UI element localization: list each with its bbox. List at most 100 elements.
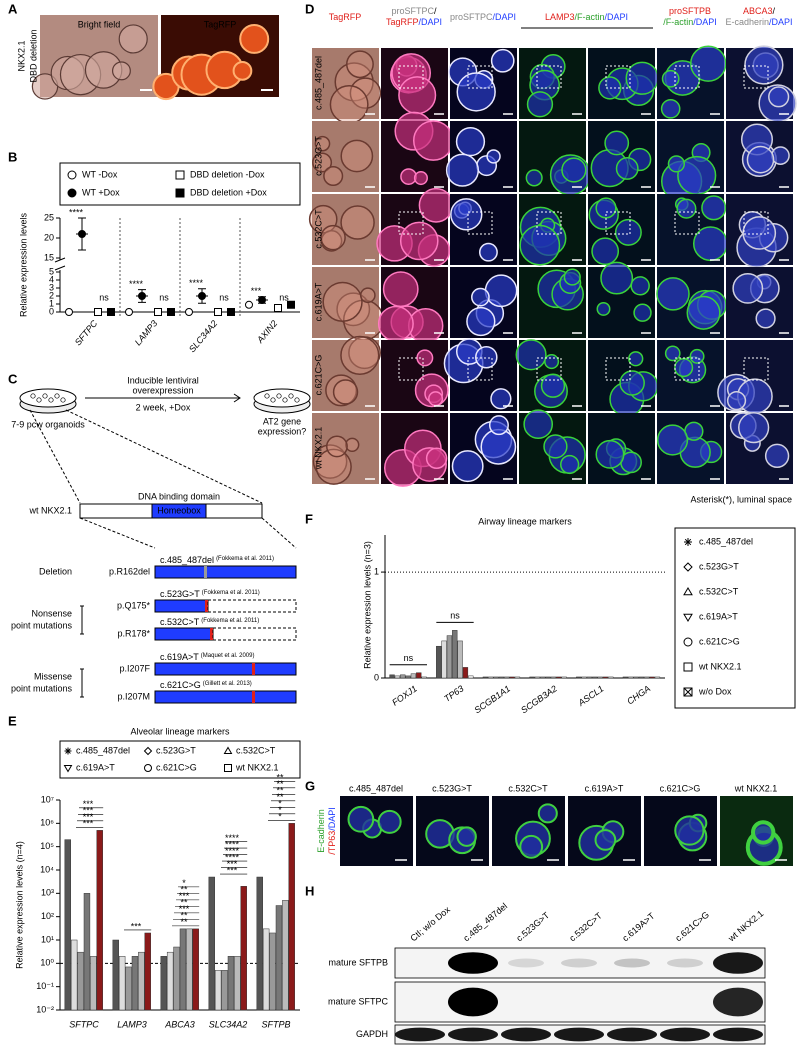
bar — [90, 956, 97, 1011]
column-header-part: / — [434, 6, 437, 16]
band — [508, 958, 544, 968]
workflow-text: AT2 gene — [263, 416, 301, 426]
y-axis-label: Relative expression levels (n=3) — [362, 541, 372, 669]
legend-label: w/o Dox — [698, 686, 732, 696]
bar — [649, 676, 655, 679]
structure — [413, 170, 428, 186]
organoid-icon — [294, 397, 300, 403]
significance: **** — [225, 839, 240, 849]
structure — [591, 237, 620, 266]
panel-letter: D — [305, 1, 314, 16]
structure — [625, 61, 659, 95]
structure — [664, 345, 681, 362]
significance: ns — [99, 292, 109, 302]
legend-label: DBD deletion +Dox — [190, 187, 267, 197]
bar — [514, 676, 521, 679]
y-tick-label: 15 — [44, 252, 54, 262]
column-header-part: /DAPI — [693, 17, 717, 27]
legend-marker — [683, 687, 693, 697]
cdna-change: c.619A>T — [160, 652, 199, 662]
bar — [262, 928, 270, 1011]
structure — [667, 155, 686, 173]
legend-label: wt NKX2.1 — [698, 661, 742, 671]
bar — [457, 640, 463, 679]
side-label: /TP63/DAPI — [327, 807, 337, 855]
structure — [690, 45, 727, 82]
reference: (Fokkema et al. 2011) — [201, 618, 259, 624]
legend-marker — [67, 170, 77, 180]
mutation-site — [204, 566, 207, 578]
data-point — [245, 300, 254, 309]
bar — [421, 676, 427, 679]
lane-label: c.621C>G — [673, 909, 711, 943]
significance: **** — [69, 207, 84, 217]
workflow-text: Inducible lentiviral — [127, 375, 199, 385]
structure — [322, 281, 363, 322]
structure — [619, 370, 645, 396]
organoid-icon — [42, 393, 48, 399]
bar — [256, 876, 263, 1011]
bar — [586, 676, 593, 679]
x-tick-label: SFTPB — [261, 1019, 290, 1029]
reference: (Maquet et al. 2009) — [201, 653, 255, 659]
column-header-part: TagRFP — [329, 12, 362, 22]
legend-marker — [63, 765, 73, 773]
x-tick-label: AXIN2 — [254, 318, 279, 345]
y-tick-label: 25 — [44, 212, 54, 222]
structure — [561, 157, 587, 183]
data-point — [227, 308, 235, 316]
bar — [240, 886, 247, 1011]
structure — [490, 48, 515, 73]
inset-box — [743, 357, 769, 381]
significance: *** — [83, 819, 94, 829]
organoid-icon — [264, 393, 270, 399]
legend-label: c.532C>T — [236, 745, 276, 755]
legend-label: WT -Dox — [82, 169, 118, 179]
truncated-region — [212, 627, 297, 641]
chart-title: Airway lineage markers — [478, 516, 572, 526]
structure — [768, 86, 790, 108]
guide — [29, 409, 263, 504]
data-point — [258, 296, 267, 304]
structure — [412, 120, 454, 161]
structure — [614, 218, 642, 246]
legend-marker — [224, 764, 232, 772]
y-tick-label: 0 — [374, 672, 379, 682]
data-point — [274, 304, 282, 312]
data-point — [198, 292, 207, 300]
bar — [628, 676, 634, 679]
homeobox — [151, 503, 207, 519]
significance: ** — [180, 885, 188, 895]
structure — [523, 409, 554, 440]
image-label: c.621C>G — [660, 783, 701, 793]
structure — [314, 135, 331, 152]
panel-letter: E — [8, 713, 17, 728]
structure — [595, 197, 617, 219]
structure — [340, 139, 374, 173]
lane-label: c.619A>T — [620, 910, 657, 943]
lane-label: c.532C>T — [567, 910, 604, 943]
bar — [410, 673, 417, 679]
band — [448, 952, 498, 974]
significance: *** — [131, 921, 142, 931]
legend-label: WT +Dox — [82, 187, 120, 197]
y-tick-label: 1 — [374, 566, 379, 576]
row-label: c.621C>G — [313, 355, 323, 396]
inset-box — [398, 357, 424, 381]
row-label: c.619A>T — [313, 282, 323, 321]
bar — [436, 645, 442, 679]
bar — [550, 676, 557, 679]
structure — [689, 348, 705, 364]
structure — [344, 437, 360, 453]
y-tick-label: 10⁰ — [40, 958, 54, 968]
cdna-label: c.485_487del (Fokkema et al. 2011) — [160, 555, 274, 565]
data-point — [78, 230, 87, 238]
column-header-part: proSFTPC — [391, 6, 434, 16]
workflow-text: 2 week, +Dox — [136, 402, 191, 412]
legend-label: DBD deletion -Dox — [190, 169, 265, 179]
protein-change: p.I207F — [119, 663, 150, 673]
inset-box — [467, 357, 493, 381]
data-point — [94, 308, 102, 316]
inset-box — [674, 211, 700, 235]
structure — [475, 345, 498, 369]
